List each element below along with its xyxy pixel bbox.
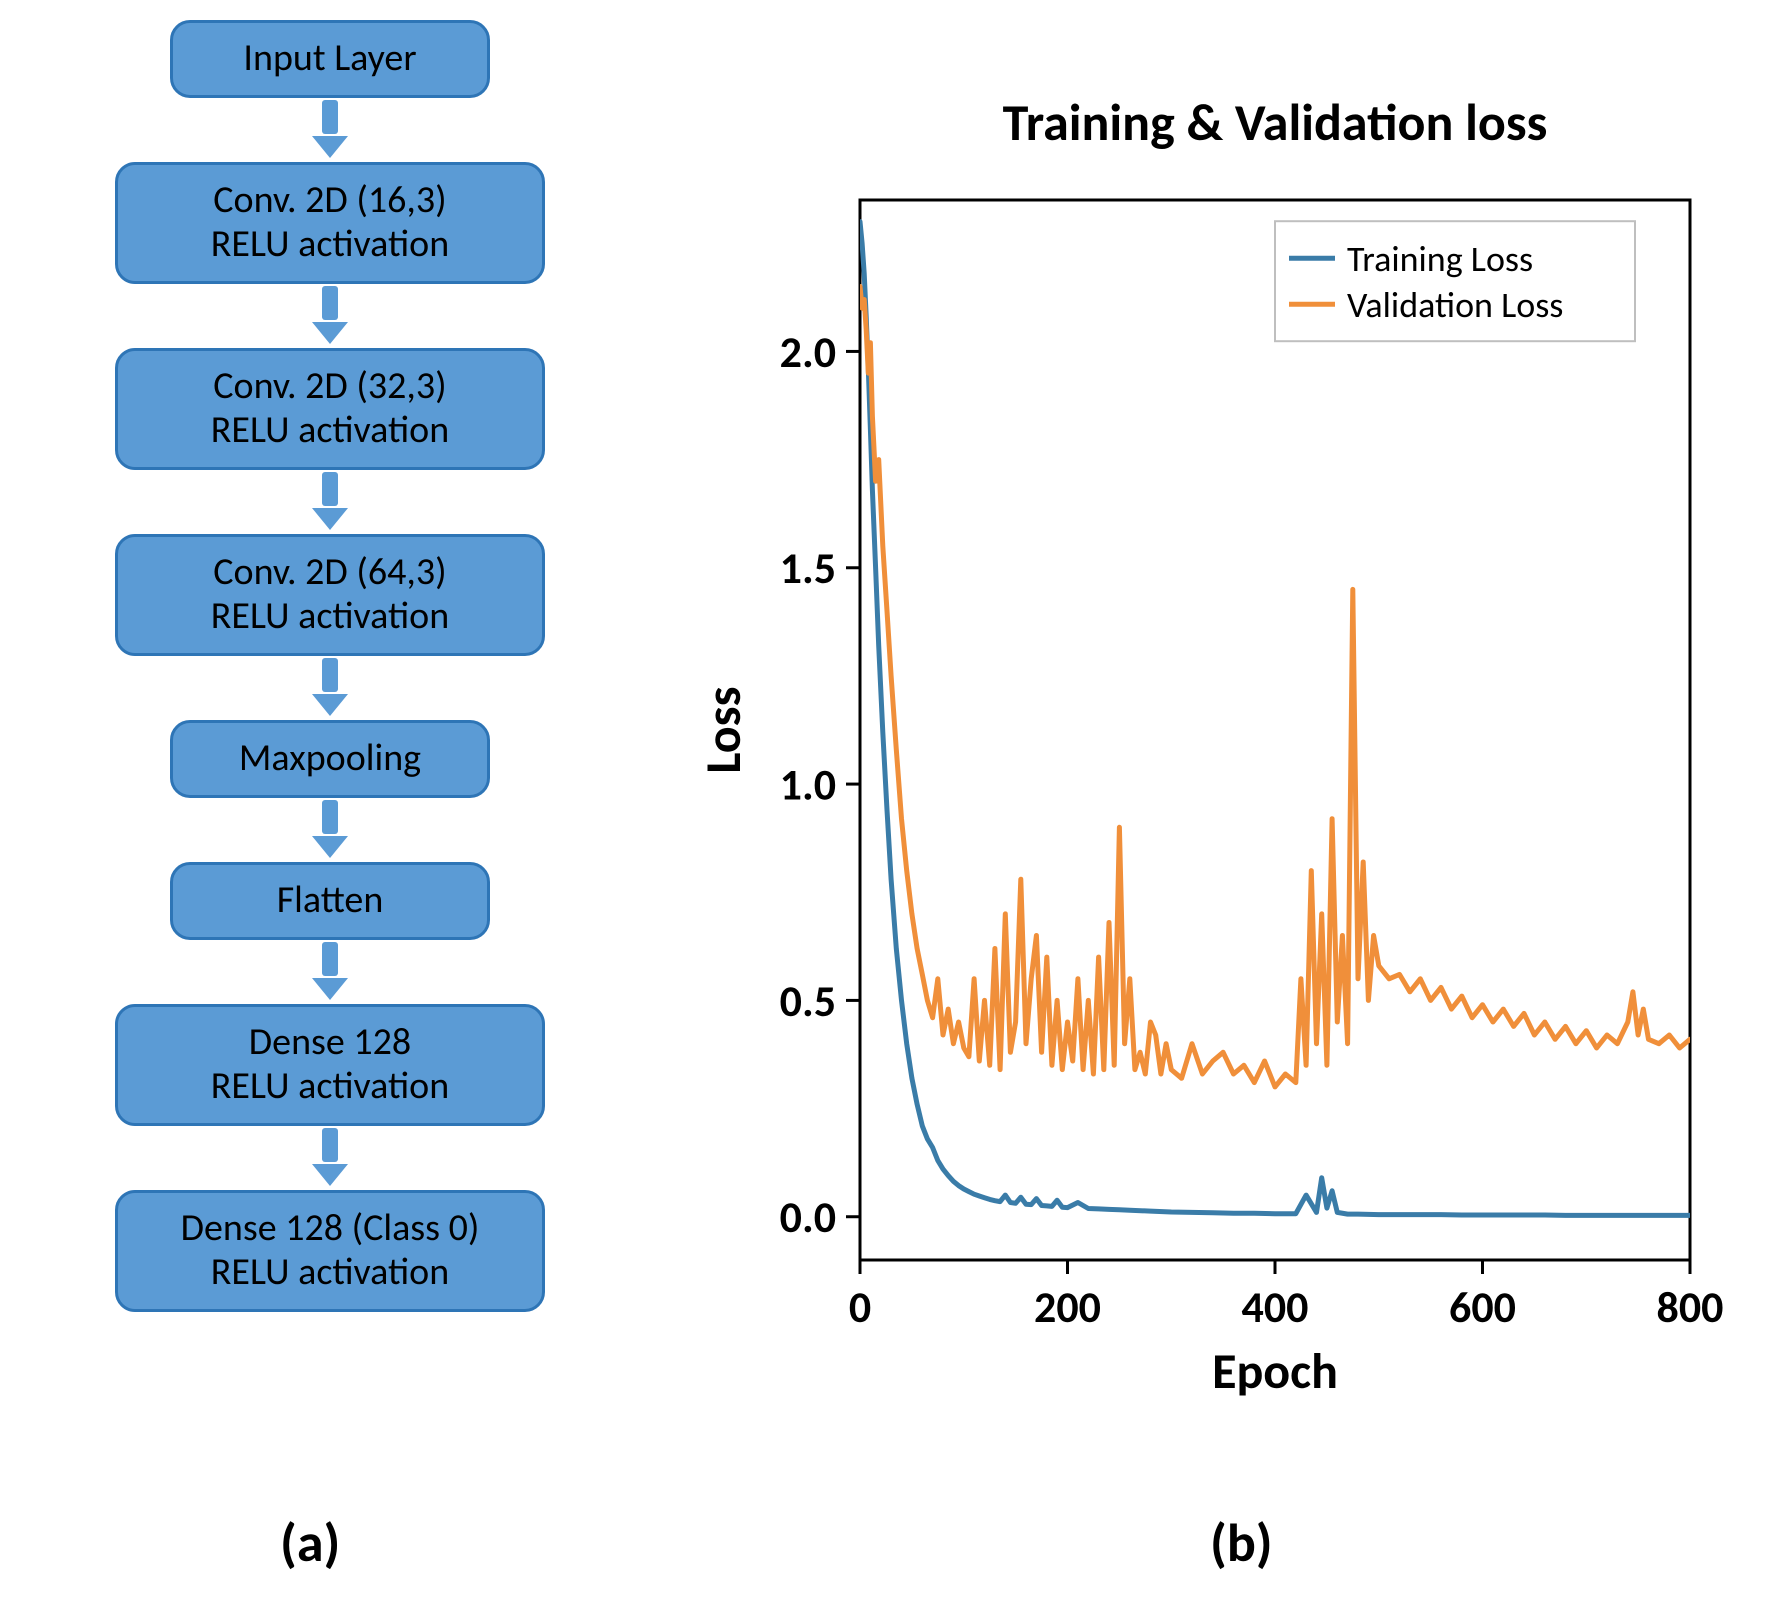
flow-node-line: RELU activation [211,1065,449,1109]
flow-node-line: Dense 128 (Class 0) [181,1207,480,1251]
flow-node-line: RELU activation [211,595,449,639]
flow-node-line: RELU activation [211,1251,449,1295]
flow-node-line: Conv. 2D (16,3) [213,179,446,223]
x-tick-label: 600 [1449,1280,1516,1334]
x-tick-label: 200 [1034,1280,1101,1334]
x-tick-label: 0 [849,1280,871,1334]
y-tick-label: 1.0 [780,757,836,811]
y-tick-label: 0.0 [780,1190,836,1244]
flow-node-input: Input Layer [170,20,490,98]
flow-node-line: Dense 128 [249,1021,411,1065]
legend-label: Training Loss [1347,237,1533,281]
flow-node-line: RELU activation [211,409,449,453]
flow-node-line: Flatten [277,879,384,923]
x-tick-label: 800 [1657,1280,1724,1334]
flow-node-line: Input Layer [243,37,416,81]
flow-node-dense1: Dense 128RELU activation [115,1004,545,1126]
x-tick-label: 400 [1242,1280,1309,1334]
chart-title: Training & Validation loss [1003,90,1548,154]
legend-label: Validation Loss [1347,283,1563,327]
flow-node-conv2: Conv. 2D (32,3)RELU activation [115,348,545,470]
series-line-1 [860,287,1690,1087]
panel-label-a: (a) [280,1510,340,1576]
plot-frame [860,200,1690,1260]
flow-node-line: Conv. 2D (64,3) [213,551,446,595]
y-tick-label: 2.0 [780,325,836,379]
x-axis-label: Epoch [1212,1341,1338,1402]
y-tick-label: 1.5 [780,541,836,595]
flow-node-line: Maxpooling [239,737,421,781]
flow-node-line: Conv. 2D (32,3) [213,365,446,409]
panel-label-b: (b) [1210,1510,1273,1576]
figure-root: Input LayerConv. 2D (16,3)RELU activatio… [0,0,1792,1604]
flow-node-maxpool: Maxpooling [170,720,490,798]
flow-node-conv3: Conv. 2D (64,3)RELU activation [115,534,545,656]
y-axis-label: Loss [693,686,754,773]
loss-chart-svg: Training & Validation loss 0 200 400 600 800 0… [690,70,1750,1450]
flow-node-dense2: Dense 128 (Class 0)RELU activation [115,1190,545,1312]
architecture-flowchart: Input LayerConv. 2D (16,3)RELU activatio… [60,20,600,1312]
y-tick-label: 0.5 [780,974,836,1028]
flow-node-conv1: Conv. 2D (16,3)RELU activation [115,162,545,284]
series-line-0 [860,222,1690,1216]
flow-node-line: RELU activation [211,223,449,267]
loss-chart: Training & Validation loss 0 200 400 600 800 0… [690,70,1750,1450]
flow-node-flatten: Flatten [170,862,490,940]
